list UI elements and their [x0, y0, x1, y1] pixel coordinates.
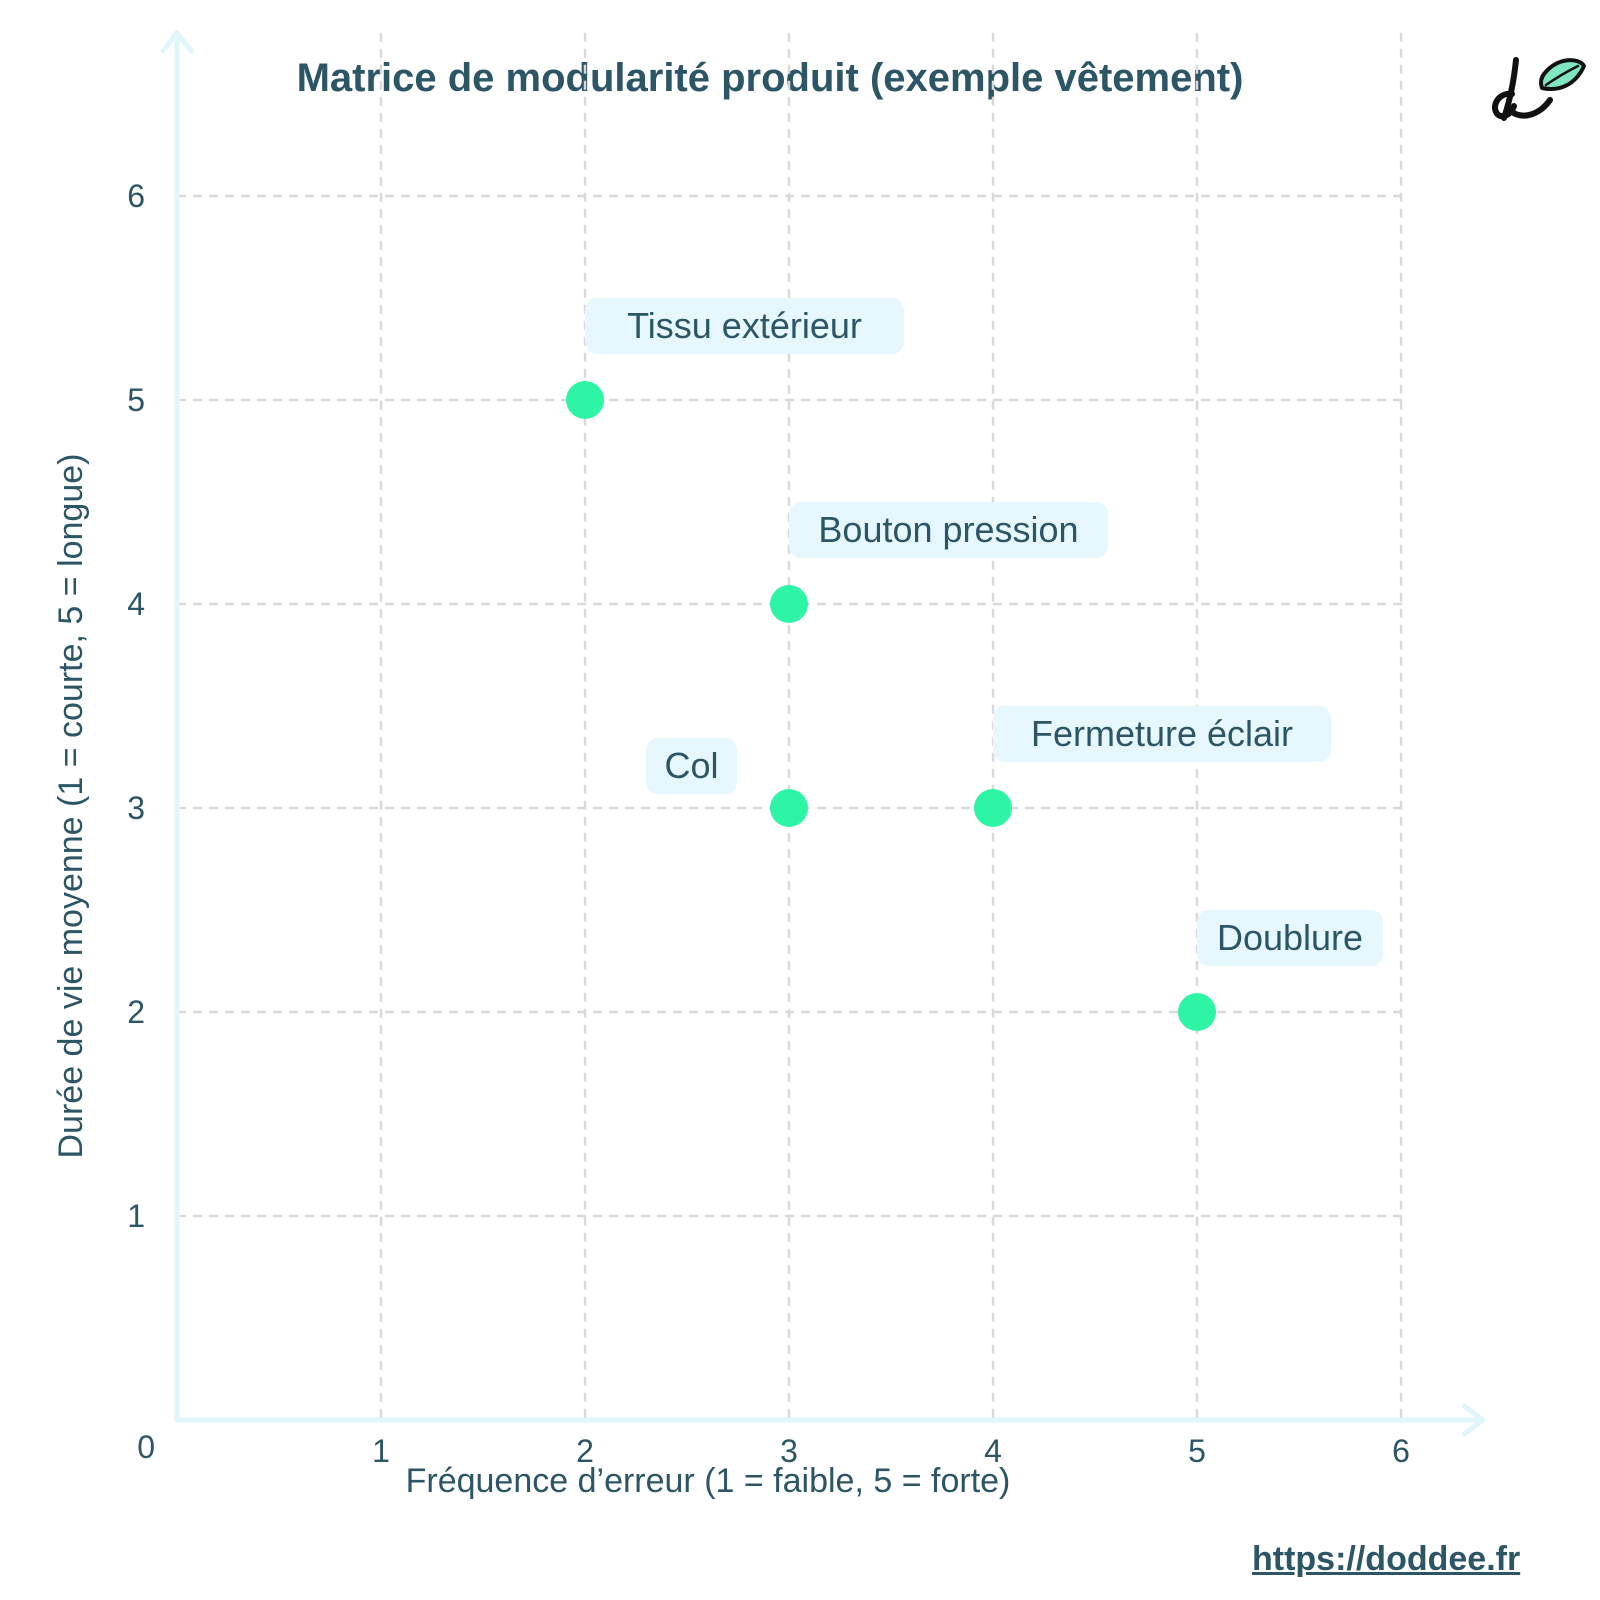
y-axis-title: Durée de vie moyenne (1 = courte, 5 = lo… — [52, 454, 90, 1159]
x-tick-label: 3 — [780, 1433, 798, 1469]
data-point — [566, 381, 604, 419]
point-label: Col — [664, 745, 718, 786]
point-label: Bouton pression — [818, 509, 1078, 550]
x-tick-label: 5 — [1188, 1433, 1206, 1469]
y-tick-label: 6 — [127, 178, 145, 214]
point-label-bg — [646, 738, 737, 794]
axes-layer — [160, 30, 1486, 1437]
point-label-bg — [585, 298, 904, 354]
y-tick-label: 1 — [127, 1198, 145, 1234]
point-label: Doublure — [1217, 917, 1363, 958]
y-tick-label: 3 — [127, 790, 145, 826]
point-label-bg — [993, 706, 1331, 762]
x-axis-title: Fréquence d’erreur (1 = faible, 5 = fort… — [406, 1462, 1011, 1500]
chart-title: Matrice de modularité produit (exemple v… — [296, 56, 1244, 100]
y-tick-label: 2 — [127, 994, 145, 1030]
x-axis-arrow — [1462, 1403, 1486, 1437]
source-link[interactable]: https://doddee.fr — [1252, 1540, 1521, 1578]
data-point — [770, 789, 808, 827]
y-tick-label: 4 — [127, 586, 145, 622]
point-label-bg — [789, 502, 1108, 558]
x-tick-label: 2 — [576, 1433, 594, 1469]
doddee-leaf-logo-icon — [1492, 57, 1586, 121]
x-tick-label: 6 — [1392, 1433, 1410, 1469]
y-axis-arrow — [160, 30, 194, 54]
ticks-layer: 1 2 3 4 5 6 1 2 3 4 5 6 0 — [127, 178, 1410, 1469]
data-point — [974, 789, 1012, 827]
point-label: Fermeture éclair — [1031, 713, 1293, 754]
points-layer: Tissu extérieur Bouton pression Col Fermetu… — [566, 298, 1383, 1031]
y-tick-label: 5 — [127, 382, 145, 418]
x-tick-label: 4 — [984, 1433, 1002, 1469]
data-point — [770, 585, 808, 623]
x-tick-label: 1 — [372, 1433, 390, 1469]
point-label-bg — [1197, 910, 1383, 966]
origin-label: 0 — [137, 1429, 155, 1465]
data-point — [1178, 993, 1216, 1031]
point-label: Tissu extérieur — [627, 305, 862, 346]
